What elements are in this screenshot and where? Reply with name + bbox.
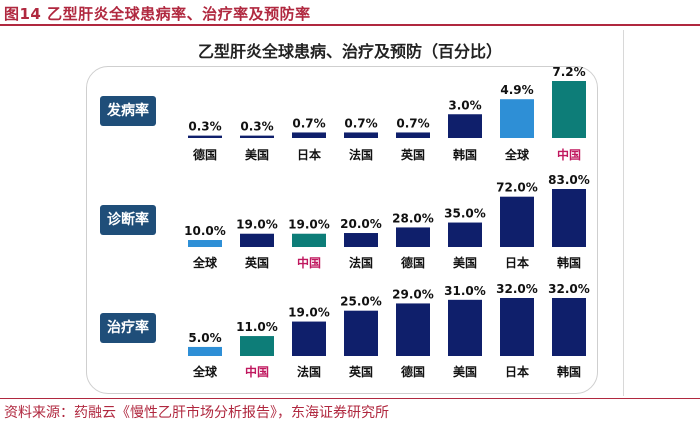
bar-s1-7 bbox=[552, 189, 586, 247]
category-label-s2-5: 美国 bbox=[453, 364, 477, 379]
bar-s0-7 bbox=[552, 81, 586, 138]
value-label-s2-7: 32.0% bbox=[548, 282, 590, 296]
value-label-s1-2: 19.0% bbox=[288, 218, 330, 232]
bar-s0-6 bbox=[500, 99, 534, 138]
category-label-s1-5: 美国 bbox=[453, 255, 477, 270]
bar-s0-1 bbox=[240, 135, 274, 138]
category-label-s1-6: 日本 bbox=[505, 255, 529, 270]
category-label-s2-3: 英国 bbox=[349, 364, 373, 379]
category-label-s1-2: 中国 bbox=[297, 255, 321, 270]
bar-s1-1 bbox=[240, 233, 274, 247]
value-label-s2-6: 32.0% bbox=[496, 282, 538, 296]
value-label-s1-3: 20.0% bbox=[340, 217, 382, 231]
bottom-rule bbox=[0, 398, 700, 399]
bar-s2-0 bbox=[188, 346, 222, 356]
figure-title: 图14 乙型肝炎全球患病率、治疗率及预防率 bbox=[4, 5, 311, 23]
bar-s1-6 bbox=[500, 196, 534, 247]
value-label-s0-6: 4.9% bbox=[500, 83, 533, 97]
bar-s2-2 bbox=[292, 321, 326, 356]
value-label-s2-5: 31.0% bbox=[444, 284, 486, 298]
category-label-s1-4: 德国 bbox=[401, 255, 425, 270]
bar-s0-2 bbox=[292, 132, 326, 138]
value-label-s0-1: 0.3% bbox=[240, 120, 273, 134]
value-label-s1-5: 35.0% bbox=[444, 207, 486, 221]
value-label-s1-6: 72.0% bbox=[496, 181, 538, 195]
category-label-s0-4: 英国 bbox=[401, 147, 425, 162]
value-label-s0-5: 3.0% bbox=[448, 98, 481, 112]
value-label-s2-3: 25.0% bbox=[340, 295, 382, 309]
value-label-s0-0: 0.3% bbox=[188, 120, 221, 134]
bar-s2-6 bbox=[500, 298, 534, 356]
category-label-s0-7: 中国 bbox=[557, 147, 581, 162]
category-label-s0-5: 韩国 bbox=[453, 147, 477, 162]
chart-title: 乙型肝炎全球患病、治疗及预防（百分比） bbox=[197, 42, 502, 61]
bar-s0-5 bbox=[448, 114, 482, 138]
bar-s1-2 bbox=[292, 233, 326, 247]
bar-s0-4 bbox=[396, 132, 430, 138]
value-label-s0-3: 0.7% bbox=[344, 116, 377, 130]
category-label-s0-6: 全球 bbox=[504, 147, 530, 162]
source-note: 资料来源：药融云《慢性乙肝市场分析报告》，东海证券研究所 bbox=[4, 405, 389, 421]
category-label-s0-0: 德国 bbox=[193, 147, 217, 162]
category-label-s2-0: 全球 bbox=[192, 364, 218, 379]
value-label-s2-4: 29.0% bbox=[392, 287, 434, 301]
badge-treatment: 治疗率 bbox=[100, 313, 156, 343]
bar-s1-3 bbox=[344, 233, 378, 247]
bar-s1-5 bbox=[448, 222, 482, 247]
bar-s1-4 bbox=[396, 227, 430, 247]
category-label-s0-1: 美国 bbox=[245, 147, 269, 162]
category-label-s1-0: 全球 bbox=[192, 255, 218, 270]
value-label-s2-1: 11.0% bbox=[236, 320, 278, 334]
category-label-s0-2: 日本 bbox=[297, 147, 321, 162]
category-label-s2-6: 日本 bbox=[505, 364, 529, 379]
value-label-s1-4: 28.0% bbox=[392, 211, 434, 225]
value-label-s1-7: 83.0% bbox=[548, 173, 590, 187]
category-label-s1-3: 法国 bbox=[349, 255, 373, 270]
top-rule bbox=[0, 24, 700, 26]
bar-s2-4 bbox=[396, 303, 430, 356]
category-label-s2-4: 德国 bbox=[401, 364, 425, 379]
category-label-s2-1: 中国 bbox=[245, 364, 269, 379]
value-label-s0-2: 0.7% bbox=[292, 116, 325, 130]
category-label-s1-1: 英国 bbox=[245, 255, 269, 270]
bar-s0-3 bbox=[344, 132, 378, 138]
badge-incidence: 发病率 bbox=[100, 96, 156, 126]
value-label-s2-0: 5.0% bbox=[188, 331, 221, 345]
category-label-s0-3: 法国 bbox=[349, 147, 373, 162]
bar-s2-5 bbox=[448, 299, 482, 356]
value-label-s0-4: 0.7% bbox=[396, 116, 429, 130]
value-label-s1-0: 10.0% bbox=[184, 224, 226, 238]
bar-s2-3 bbox=[344, 310, 378, 356]
bar-s1-0 bbox=[188, 240, 222, 247]
bar-s2-1 bbox=[240, 336, 274, 356]
value-label-s0-7: 7.2% bbox=[552, 65, 585, 79]
category-label-s2-2: 法国 bbox=[297, 364, 321, 379]
bar-s2-7 bbox=[552, 298, 586, 356]
bar-s0-0 bbox=[188, 135, 222, 138]
category-label-s1-7: 韩国 bbox=[557, 255, 581, 270]
badge-diagnosis: 诊断率 bbox=[100, 205, 156, 235]
value-label-s1-1: 19.0% bbox=[236, 218, 278, 232]
value-label-s2-2: 19.0% bbox=[288, 306, 330, 320]
category-label-s2-7: 韩国 bbox=[557, 364, 581, 379]
side-rule bbox=[623, 30, 624, 396]
